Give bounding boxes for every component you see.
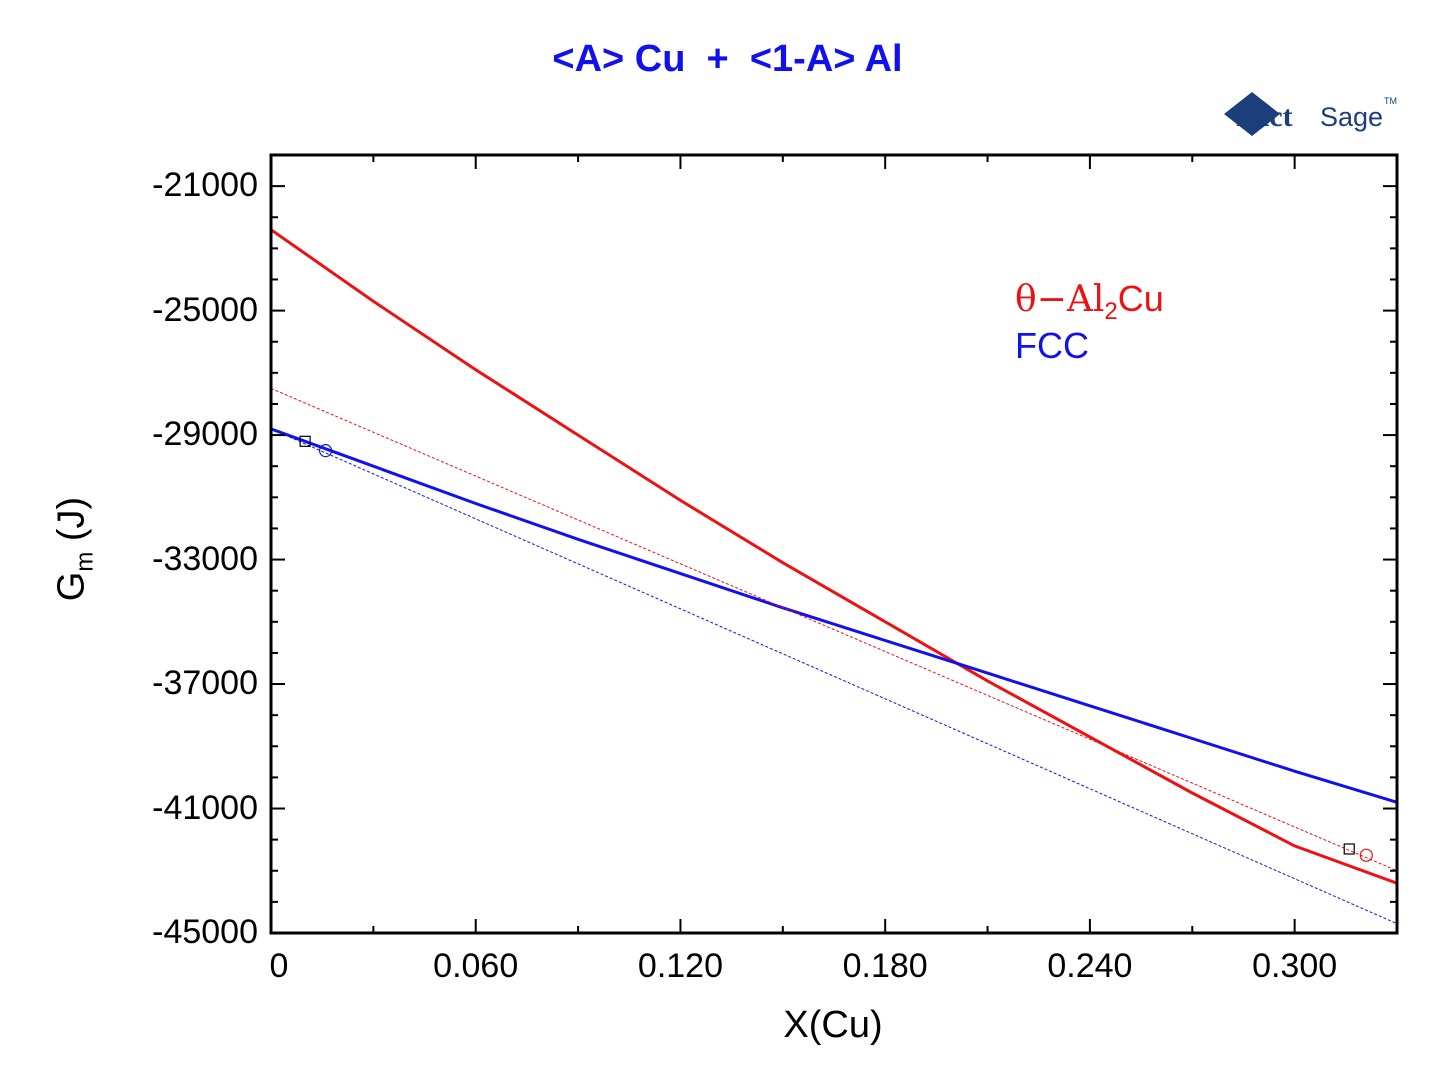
y-tick-label: -45000 [152,913,258,951]
factsage-logo-tm: TM [1384,96,1397,106]
factsage-logo-fact: Fact [1236,100,1293,133]
legend-theta: θ−Al2Cu [1015,278,1164,326]
legend-fcc-label: FCC [1015,325,1089,366]
series-line-3 [271,428,1397,925]
y-tick-label: -25000 [152,290,258,329]
y-axis-label-sub: m [71,551,99,572]
series-layer [271,228,1397,925]
series-line-1 [271,427,1397,804]
legend-theta-prefix: θ−Al [1015,279,1105,320]
chart-title: <A> Cu + <1-A> Al [552,38,903,80]
factsage-logo: Fact Sage TM [1224,92,1397,136]
y-tick-label: -37000 [152,664,258,703]
marker-circle-3 [1359,848,1373,862]
factsage-logo-mark [1224,92,1280,136]
legend-theta-suffix: Cu [1117,278,1164,319]
x-tick-label: 0.120 [637,947,723,985]
y-tick-label: -21000 [152,166,258,205]
legend-theta-sub: 2 [1104,298,1118,326]
y-axis-label-unit: (J) [50,496,93,542]
x-tick-label: 0.300 [1252,947,1338,985]
x-tick-label: 0.060 [433,947,519,985]
plot-frame [269,153,1399,935]
y-axis-label-main: G [50,571,93,602]
tick-layer [270,154,1398,934]
marker-layer [299,435,1373,862]
x-tick-label: 0 [269,947,289,985]
y-tick-label: -41000 [152,788,258,827]
y-axis-label: Gm (J) [51,497,100,601]
marker-square-0 [299,435,311,447]
y-tick-label: -29000 [152,415,258,454]
y-tick-label: -33000 [152,539,258,578]
x-tick-label: 0.180 [842,947,928,985]
x-axis-label: X(Cu) [783,1004,883,1046]
x-tick-label: 0.240 [1047,947,1133,985]
series-line-2 [271,387,1397,872]
marker-square-2 [1343,843,1355,855]
marker-circle-1 [318,444,333,458]
factsage-logo-sage: Sage [1320,102,1383,132]
series-line-0 [271,228,1397,885]
legend-fcc: FCC [1015,325,1089,367]
